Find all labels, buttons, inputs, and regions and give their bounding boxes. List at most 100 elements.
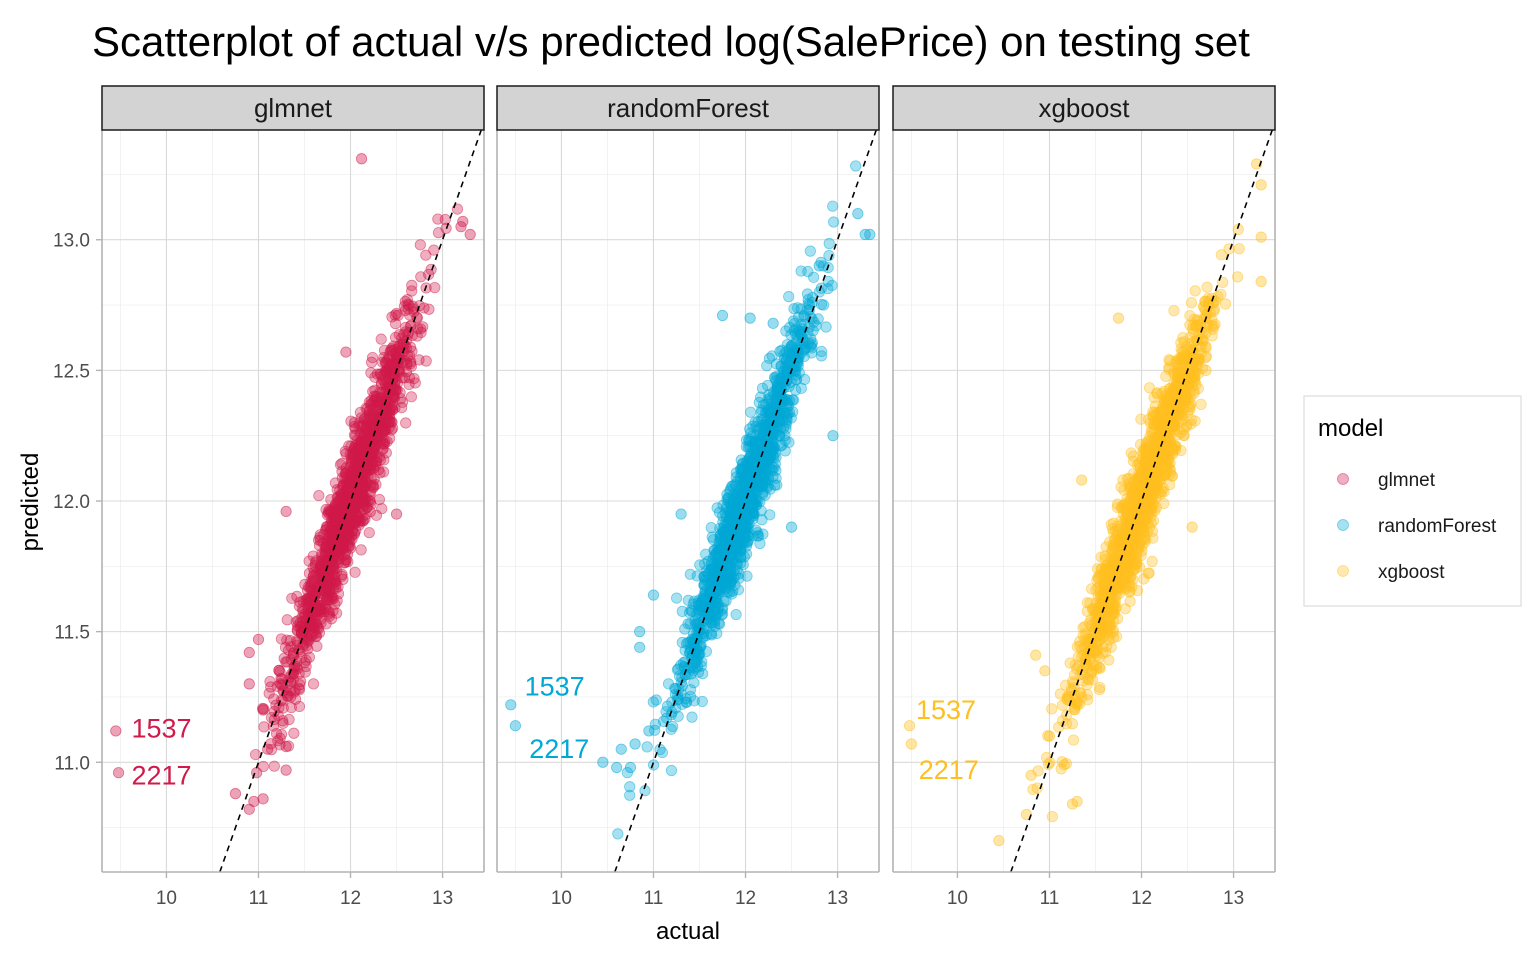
data-point [263,687,275,699]
x-tick-label: 13 [827,888,848,909]
data-point [353,519,365,531]
data-point [827,200,839,212]
data-point [732,497,744,510]
data-point [370,431,382,443]
data-point [420,355,432,367]
data-point [1177,332,1189,344]
data-point [277,715,289,727]
facet-panels: 1537 2217 10 11 12 13 glmnet 1537 2217 10 11 12 13 ra… [53,85,1276,909]
x-tick-label: 11 [1040,888,1060,909]
data-point [776,344,788,356]
legend: model glmnet randomForest xgboost [1303,395,1522,607]
data-point [1108,631,1120,644]
data-point [399,321,412,334]
data-point [732,531,744,543]
data-point [779,430,791,442]
data-point [374,467,386,479]
data-point [1103,568,1115,580]
data-point [332,504,344,516]
data-point [774,440,787,452]
data-point [302,581,315,593]
data-point [265,712,278,724]
data-point [850,160,862,172]
data-point [1032,765,1044,777]
data-point [768,451,780,463]
data-point [257,704,269,716]
data-point [313,489,325,502]
data-point [1219,298,1232,310]
data-point [611,761,623,774]
data-point [307,678,320,690]
data-point [381,395,393,408]
data-point [285,675,297,688]
data-point [675,508,687,520]
data-point [820,321,832,333]
data-point [1094,681,1106,694]
x-tick-label: 13 [1223,888,1244,909]
data-point [310,555,322,567]
data-point [802,294,814,306]
data-point [1128,486,1140,498]
data-point [375,333,387,345]
data-point [688,677,700,689]
data-point [1232,271,1244,283]
data-point [376,503,388,515]
x-tick-label: 10 [947,888,968,909]
data-point [314,593,326,605]
data-point [429,282,441,294]
data-point [367,463,380,475]
data-point [281,614,293,626]
data-point [376,444,389,456]
point-label: 1537 [525,672,585,702]
x-tick-label: 13 [432,888,453,909]
x-tick-label: 12 [340,888,361,909]
data-point [1159,469,1171,481]
x-tick-label: 10 [551,888,572,909]
data-point [355,544,367,556]
data-point [1147,406,1159,418]
y-tick-label: 12.0 [53,492,90,513]
data-point [751,436,763,448]
data-point [813,260,825,272]
facet-label: xgboost [1038,93,1130,123]
data-point [706,617,718,629]
data-point [722,566,734,578]
data-point [1146,555,1158,568]
data-point [264,675,276,688]
data-point [795,338,807,350]
data-point [736,486,748,499]
data-point [754,496,766,508]
data-point [747,420,759,432]
data-point [736,462,748,474]
data-point [756,488,769,500]
data-point [695,660,707,672]
data-point [396,401,408,414]
data-point [676,605,688,617]
data-point [405,391,418,403]
data-point [363,527,375,539]
data-point [297,625,309,637]
data-point [299,666,311,678]
data-point [760,478,772,490]
data-point [276,673,288,685]
data-point [1198,300,1210,312]
data-point [412,323,424,335]
data-point [296,611,308,623]
data-point [757,414,769,426]
data-point [288,727,300,739]
data-point [423,303,435,315]
data-point [688,695,700,707]
facet-label: glmnet [254,93,333,123]
data-point [1030,649,1042,661]
data-point [1125,447,1137,459]
data-point [864,228,876,241]
data-point [726,588,738,600]
points-glmnet [110,130,482,872]
data-point [293,684,306,696]
panel-xgboost: 1537 2217 10 11 12 13 xgboost [892,85,1276,909]
panel-randomForest: 1537 2217 10 11 12 13 randomForest [496,85,880,909]
data-point [744,478,756,490]
data-point [693,599,706,612]
data-point [1138,573,1150,585]
points-xgboost [903,130,1273,872]
